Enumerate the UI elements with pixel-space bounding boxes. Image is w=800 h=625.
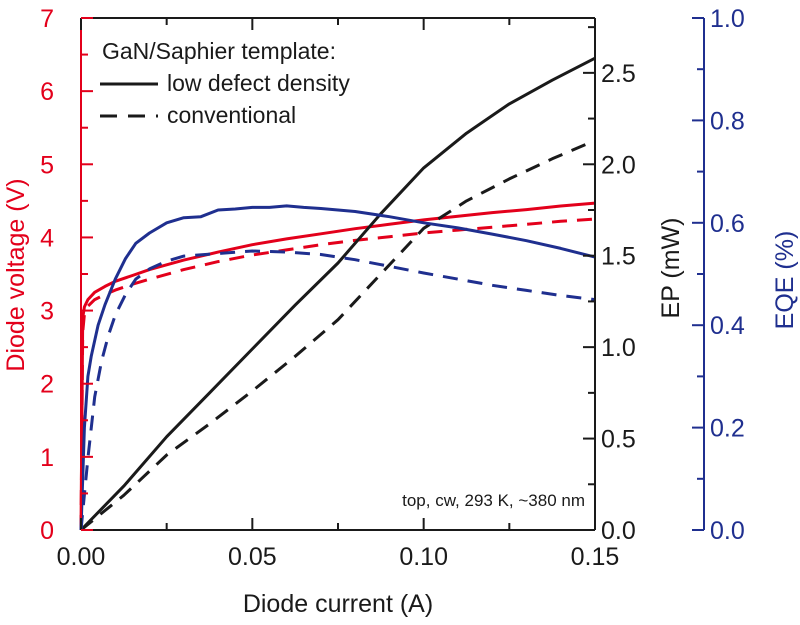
series-line-eqe-solid <box>79 204 596 531</box>
ep-tick-label: 2.5 <box>601 60 636 88</box>
measurement-annotation: top, cw, 293 K, ~380 nm <box>402 491 585 510</box>
voltage-tick-label: 5 <box>40 151 54 179</box>
x-tick-label: 0.00 <box>57 543 106 571</box>
eqe-tick-label: 0.6 <box>710 210 745 238</box>
ep-axis-title: EP (mW) <box>657 218 685 319</box>
series-line-voltage-solid <box>79 201 596 531</box>
ep-tick-label: 0.5 <box>601 426 636 454</box>
ep-tick-label: 0.0 <box>601 517 636 545</box>
voltage-tick-label: 3 <box>40 298 54 326</box>
series-line-voltage-dashed <box>79 217 596 531</box>
eqe-tick-label: 0.4 <box>710 312 745 340</box>
series-line-ep-solid <box>79 56 596 532</box>
eqe-tick-label: 0.8 <box>710 107 745 135</box>
voltage-tick-label: 0 <box>40 517 54 545</box>
series-line-eqe-dashed <box>79 249 596 531</box>
x-axis-title: Diode current (A) <box>243 590 433 618</box>
eqe-tick-label: 0.2 <box>710 415 745 443</box>
x-tick-label: 0.10 <box>399 543 448 571</box>
voltage-tick-label: 7 <box>40 5 54 33</box>
x-tick-label: 0.15 <box>571 543 620 571</box>
ep-tick-label: 1.0 <box>601 334 636 362</box>
eqe-axis-title: EQE (%) <box>771 231 799 330</box>
eqe-tick-label: 0.0 <box>710 517 745 545</box>
ep-tick-label: 1.5 <box>601 243 636 271</box>
voltage-tick-label: 6 <box>40 78 54 106</box>
series-line-ep-dashed <box>80 139 596 532</box>
x-tick-label: 0.05 <box>228 543 277 571</box>
legend: GaN/Saphier template: low defect density… <box>100 38 350 128</box>
data-curves <box>79 56 596 532</box>
axes: 0.00 0.05 0.10 0.15 0 1 2 3 4 5 6 7 0.0 0.5 1.0 1.5 2.0 2… <box>40 5 745 571</box>
legend-title: GaN/Saphier template: <box>102 38 336 64</box>
legend-label-low-defect: low defect density <box>167 70 350 96</box>
voltage-tick-label: 1 <box>40 444 54 472</box>
legend-label-conventional: conventional <box>167 102 296 128</box>
eqe-tick-label: 1.0 <box>710 5 745 33</box>
voltage-tick-label: 2 <box>40 371 54 399</box>
voltage-axis-title: Diode voltage (V) <box>2 178 30 371</box>
voltage-tick-label: 4 <box>40 224 54 252</box>
ep-tick-label: 2.0 <box>601 151 636 179</box>
